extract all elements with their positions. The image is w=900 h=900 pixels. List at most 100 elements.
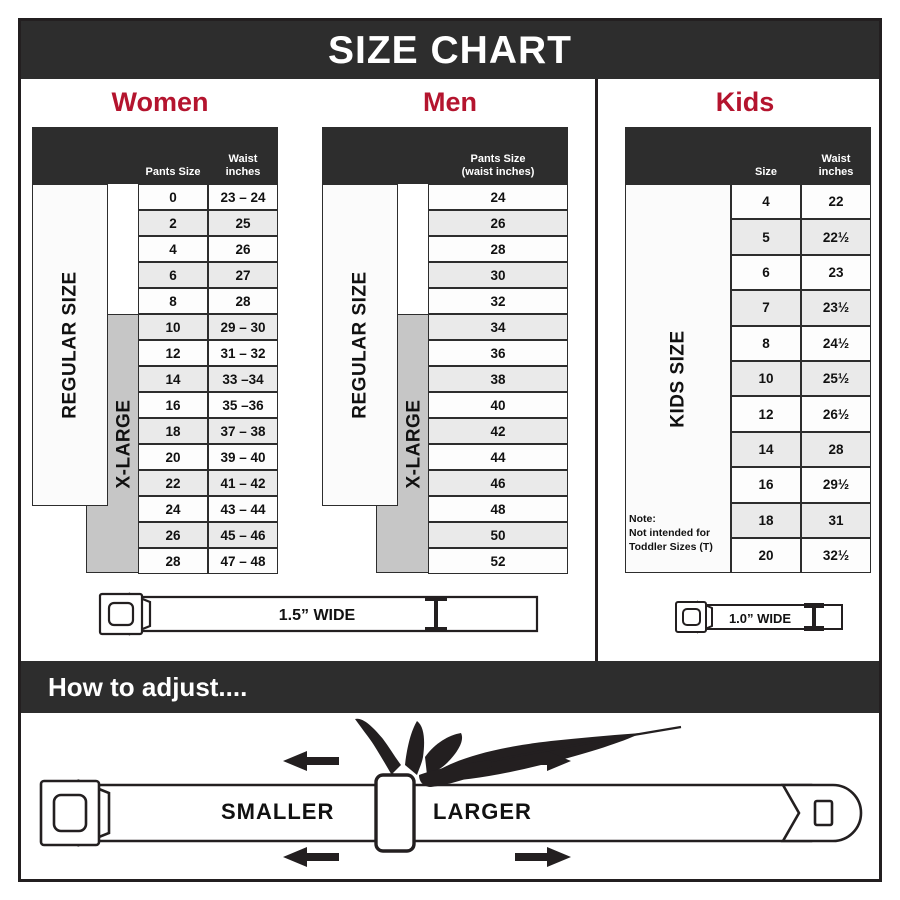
men-table: REGULAR SIZE X-LARGE Pants Size (waist inch… [322, 127, 568, 574]
how-to-adjust-bar: How to adjust.... [21, 661, 879, 713]
category-label: REGULAR SIZE [59, 271, 81, 419]
table-cell: 23 – 24 [208, 184, 278, 210]
section-heading-men: Men [423, 87, 477, 117]
table-cell: 30 [428, 262, 568, 288]
women-table: REGULAR SIZE X-LARGE Pants Size Waist inches… [32, 127, 278, 574]
category-label: REGULAR SIZE [349, 271, 371, 419]
how-to-adjust-heading: How to adjust.... [48, 671, 248, 702]
table-cell: 31 – 32 [208, 340, 278, 366]
section-heading-kids: Kids [715, 87, 775, 117]
kids-table: KIDS SIZE Size Waist inches 4 22 5 22½ 6 23 7 23½ 8 2… [625, 127, 871, 574]
table-cell: 26½ [801, 396, 871, 432]
section-heading-women: Women [111, 87, 209, 117]
title-bar: SIZE CHART [21, 21, 879, 79]
table-cell: 6 [138, 262, 208, 288]
table-cell: 10 [138, 314, 208, 340]
table-cell: 5 [731, 219, 801, 255]
larger-label: LARGER [433, 799, 532, 824]
category-label: KIDS SIZE [667, 329, 689, 428]
belt-diagram-kids: 1.0” WIDE [664, 596, 864, 638]
table-cell: 26 [428, 210, 568, 236]
table-cell: 39 – 40 [208, 444, 278, 470]
category-panel-regular-size [32, 184, 108, 506]
table-cell: 24½ [801, 325, 871, 361]
table-cell: 28 [428, 236, 568, 262]
table-cell: 8 [138, 288, 208, 314]
column-header: Pants Size (waist inches) [428, 127, 568, 184]
category-label: X-LARGE [403, 399, 424, 488]
table-cell: 47 – 48 [208, 548, 278, 574]
table-cell: 41 – 42 [208, 470, 278, 496]
table-cell: 16 [731, 467, 801, 503]
column-header-text: Waist inches [818, 153, 854, 179]
table-cell: 0 [138, 184, 208, 210]
table-cell: 23½ [801, 290, 871, 326]
table-cell: 16 [138, 392, 208, 418]
table-cell: 27 [208, 262, 278, 288]
column-header-text: Waist inches [225, 153, 261, 179]
table-cell: 44 [428, 444, 568, 470]
table-cell: 42 [428, 418, 568, 444]
category-panel-regular-size [322, 184, 398, 506]
column-header: Waist inches [801, 127, 871, 184]
table-cell: 40 [428, 392, 568, 418]
column-header-text: Size [754, 166, 777, 179]
table-cell: 12 [138, 340, 208, 366]
table-cell: 20 [138, 444, 208, 470]
table-cell: 46 [428, 470, 568, 496]
table-cell: 14 [138, 366, 208, 392]
column-header: Waist inches [208, 127, 278, 184]
table-cell: 4 [138, 236, 208, 262]
table-cell: 22 [138, 470, 208, 496]
table-cell: 25½ [801, 361, 871, 397]
table-cell: 52 [428, 548, 568, 574]
table-cell: 31 [801, 502, 871, 538]
belt-diagram-adult: 1.5” WIDE [82, 588, 552, 640]
section-divider [595, 79, 598, 661]
outer-frame [18, 18, 882, 882]
table-cell: 24 [138, 496, 208, 522]
table-cell: 24 [428, 184, 568, 210]
table-cell: 10 [731, 361, 801, 397]
table-cell: 45 – 46 [208, 522, 278, 548]
table-cell: 20 [731, 538, 801, 574]
kids-note: Note: Not intended for Toddler Sizes (T) [629, 513, 713, 554]
table-cell: 28 [801, 431, 871, 468]
column-header-text: Pants Size [145, 166, 201, 179]
table-cell: 37 – 38 [208, 418, 278, 444]
table-cell: 22 [801, 184, 871, 220]
adult-belt-width-label: 1.5” WIDE [279, 607, 356, 624]
table-cell: 2 [138, 210, 208, 236]
table-cell: 28 [138, 548, 208, 574]
column-header: Size [731, 127, 801, 184]
table-cell: 38 [428, 366, 568, 392]
category-label: X-LARGE [113, 399, 134, 488]
table-cell: 18 [731, 502, 801, 538]
table-cell: 48 [428, 496, 568, 522]
table-cell: 14 [731, 431, 801, 468]
table-cell: 29 – 30 [208, 314, 278, 340]
category-panel-kids-size [625, 184, 731, 573]
table-cell: 43 – 44 [208, 496, 278, 522]
column-header-text: Pants Size (waist inches) [461, 153, 535, 179]
table-cell: 33 –34 [208, 366, 278, 392]
how-to-adjust-illustration: SMALLER LARGER [21, 713, 879, 879]
page-title: SIZE CHART [328, 28, 572, 72]
table-cell: 34 [428, 314, 568, 340]
table-cell: 36 [428, 340, 568, 366]
table-cell: 7 [731, 290, 801, 326]
table-cell: 29½ [801, 467, 871, 503]
table-cell: 12 [731, 396, 801, 432]
column-header: Pants Size [138, 127, 208, 184]
table-cell: 26 [138, 522, 208, 548]
table-cell: 23 [801, 254, 871, 291]
table-cell: 22½ [801, 219, 871, 255]
table-cell: 26 [208, 236, 278, 262]
table-cell: 18 [138, 418, 208, 444]
table-cell: 50 [428, 522, 568, 548]
table-cell: 28 [208, 288, 278, 314]
kids-belt-width-label: 1.0” WIDE [729, 611, 791, 626]
table-cell: 8 [731, 325, 801, 361]
table-cell: 32½ [801, 538, 871, 574]
